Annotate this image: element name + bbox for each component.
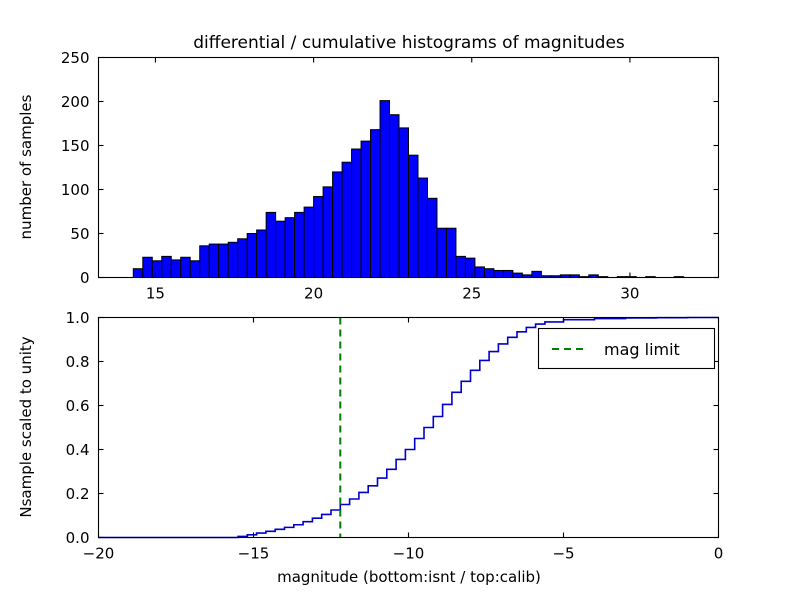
histogram-bar (352, 149, 361, 277)
histogram-bar (323, 187, 332, 278)
bottom-y-tick-label: 0.6 (66, 397, 90, 415)
histogram-bar (437, 228, 446, 277)
top-x-tick-label: 25 (462, 285, 481, 303)
histogram-bar (456, 256, 465, 277)
histogram-bar (513, 273, 522, 277)
histogram-bar (285, 218, 294, 278)
chart-svg: differential / cumulative histograms of … (0, 0, 800, 600)
top-x-tick-label: 20 (304, 285, 323, 303)
bottom-x-tick-label: 0 (714, 545, 724, 563)
histogram-bar (532, 271, 541, 277)
histogram-bar (390, 115, 399, 278)
top-y-tick-label: 0 (80, 269, 90, 287)
histogram-bar (171, 260, 180, 278)
histogram-bar (276, 221, 285, 277)
histogram-bar (475, 267, 484, 278)
top-x-tick-label: 30 (620, 285, 639, 303)
histogram-bar (333, 172, 342, 278)
histogram-bar (209, 244, 218, 277)
histogram-bar (228, 242, 237, 277)
bottom-panel-xlabel: magnitude (bottom:isnt / top:calib) (277, 568, 541, 586)
top-y-tick-label: 200 (61, 93, 90, 111)
bottom-x-tick-label: −20 (83, 545, 115, 563)
histogram-bar (465, 258, 474, 277)
bottom-y-tick-label: 0.4 (66, 441, 90, 459)
histogram-bar (342, 162, 351, 277)
histogram-bar (190, 261, 199, 278)
histogram-bar (295, 212, 304, 277)
bottom-x-tick-label: −10 (393, 545, 425, 563)
histogram-bar (257, 230, 266, 278)
histogram-bar (152, 261, 161, 278)
histogram-bar (219, 244, 228, 277)
bottom-panel-ylabel: Nsample scaled to unity (17, 336, 35, 517)
histogram-bar (427, 198, 436, 277)
top-y-tick-label: 150 (61, 137, 90, 155)
top-x-tick-label: 15 (146, 285, 165, 303)
histogram-bar (266, 212, 275, 277)
bottom-y-tick-label: 1.0 (66, 309, 90, 327)
bottom-y-tick-label: 0.8 (66, 353, 90, 371)
top-y-tick-label: 250 (61, 49, 90, 67)
histogram-bar (446, 228, 455, 277)
histogram-bar (162, 256, 171, 277)
top-panel: differential / cumulative histograms of … (17, 33, 719, 303)
bottom-y-tick-label: 0.0 (66, 529, 90, 547)
top-y-tick-label: 100 (61, 181, 90, 199)
histogram-bar (304, 207, 313, 277)
legend[interactable]: mag limit (539, 329, 715, 369)
bottom-x-tick-label: −5 (552, 545, 574, 563)
histogram-bar (380, 101, 389, 278)
histogram-bar (418, 178, 427, 277)
bottom-x-tick-label: −15 (238, 545, 270, 563)
bottom-y-tick-label: 0.2 (66, 485, 90, 503)
histogram-bar (371, 130, 380, 278)
histogram-bar (399, 128, 408, 278)
figure-canvas: differential / cumulative histograms of … (0, 0, 800, 600)
histogram-bar (361, 141, 370, 277)
histogram-bar (494, 270, 503, 277)
legend-label-mag-limit: mag limit (604, 340, 680, 359)
histogram-bar (409, 155, 418, 277)
bottom-panel: Nsample scaled to unity −20 −15 −10 −5 0 0.0 0… (17, 309, 723, 586)
histogram-bar (200, 246, 209, 278)
histogram-bar (133, 269, 142, 278)
histogram-bar (314, 197, 323, 278)
histogram-bar (503, 270, 512, 277)
histogram-bar (143, 257, 152, 277)
top-y-tick-label: 50 (70, 225, 89, 243)
histogram-bar (181, 257, 190, 277)
histogram-bar (238, 239, 247, 278)
histogram-bar (484, 269, 493, 278)
top-panel-ylabel: number of samples (17, 94, 35, 239)
chart-title: differential / cumulative histograms of … (193, 33, 625, 53)
histogram-bar (247, 234, 256, 278)
histogram-bars (133, 101, 683, 278)
